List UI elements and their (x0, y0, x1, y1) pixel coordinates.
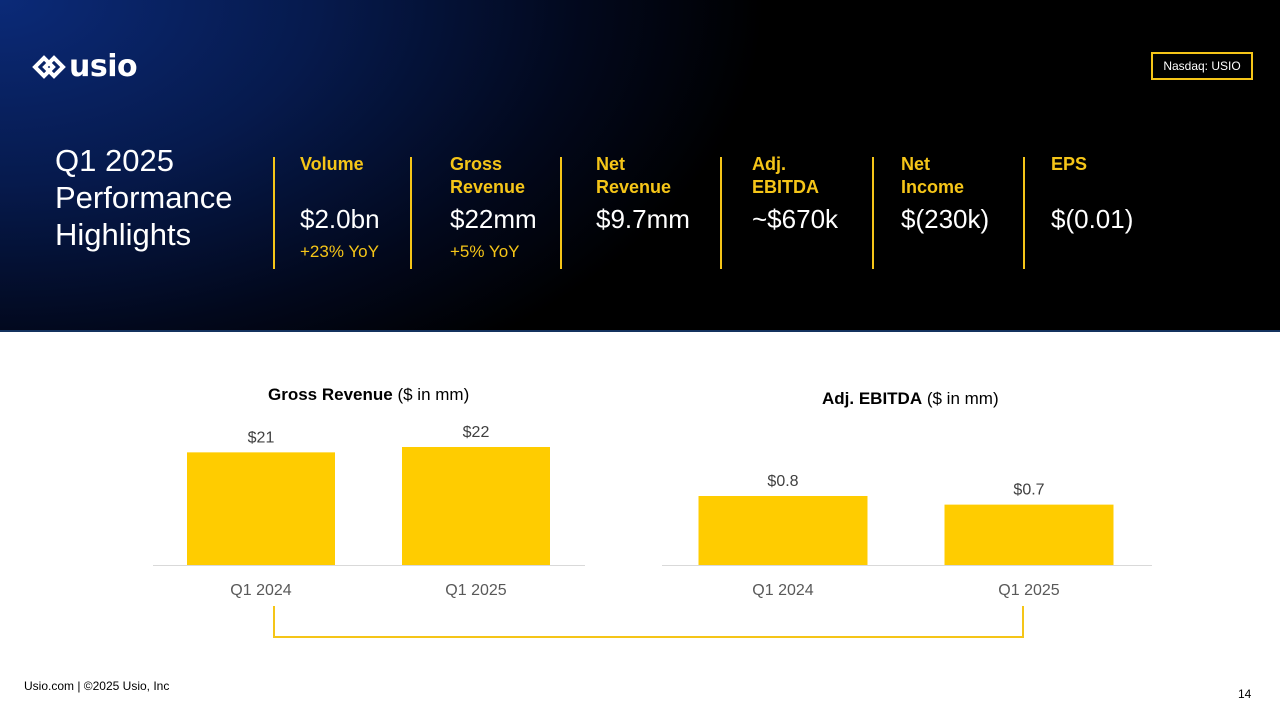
bar-q1-2024 (187, 452, 335, 565)
metric-net-income: Net Income $(230k) (901, 153, 989, 242)
metric-label-line: EBITDA (752, 177, 819, 197)
metric-label-line: EPS (1051, 154, 1088, 174)
metric-divider (410, 157, 412, 269)
bar-q1-2025 (402, 447, 550, 565)
bar-value-label: $22 (463, 424, 490, 441)
footer-text: Usio.com | ©2025 Usio, Inc (24, 679, 170, 693)
metric-net-revenue: Net Revenue $9.7mm (596, 153, 690, 242)
metric-divider (273, 157, 275, 269)
bar-value-label: $0.8 (767, 473, 798, 490)
chart-title-unit: ($ in mm) (397, 385, 470, 404)
metric-label-line: Net (901, 154, 931, 174)
metric-divider (872, 157, 874, 269)
metric-gross-revenue: Gross Revenue $22mm +5% YoY (450, 153, 537, 262)
metric-change: +23% YoY (300, 242, 379, 261)
page-title: Q1 2025 Performance Highlights (55, 142, 232, 253)
metric-value: ~$670k (752, 204, 839, 234)
metric-volume: Volume $2.0bn +23% YoY (300, 153, 380, 262)
chart-title-adj-ebitda: Adj. EBITDA ($ in mm) (822, 389, 999, 409)
metric-value: $(0.01) (1051, 204, 1134, 234)
x-tick-label: Q1 2024 (752, 582, 813, 599)
metric-value: $2.0bn (300, 204, 380, 234)
metric-label: EPS (1051, 153, 1133, 199)
metric-label-line: Revenue (596, 177, 672, 197)
bracket-line (273, 606, 275, 638)
metric-change: +5% YoY (450, 242, 520, 261)
metric-divider (720, 157, 722, 269)
bracket-line (273, 636, 1024, 638)
title-line-1: Q1 2025 (55, 143, 174, 178)
metric-value: $9.7mm (596, 204, 690, 234)
bracket-line (1022, 606, 1024, 638)
chart-title-text: Gross Revenue (268, 385, 393, 404)
metric-value: $22mm (450, 204, 537, 234)
metric-label-line: Volume (300, 154, 364, 174)
title-line-3: Highlights (55, 217, 192, 252)
metric-value: $(230k) (901, 204, 990, 234)
header-banner: usio Nasdaq: USIO Q1 2025 Performance Hi… (0, 0, 1280, 332)
metric-label-line: Gross (450, 154, 503, 174)
x-tick-label: Q1 2025 (998, 582, 1059, 599)
metric-label-line: Income (901, 177, 965, 197)
bar-q1-2025 (944, 504, 1114, 565)
metric-label-line: Net (596, 154, 626, 174)
metric-label: Adj. EBITDA (752, 153, 838, 199)
metric-adj-ebitda: Adj. EBITDA ~$670k (752, 153, 838, 242)
usio-logo-icon (32, 55, 66, 79)
page-number: 14 (1238, 687, 1252, 701)
logo-text: usio (69, 49, 138, 84)
metric-label: Net Revenue (596, 153, 690, 199)
bar-q1-2024 (698, 496, 868, 565)
x-tick-label: Q1 2024 (230, 582, 291, 599)
chart-title-unit: ($ in mm) (926, 389, 999, 408)
chart-title-text: Adj. EBITDA (822, 389, 923, 408)
metric-label: Net Income (901, 153, 989, 199)
bar-value-label: $21 (248, 429, 275, 446)
title-line-2: Performance (55, 180, 233, 215)
bar-value-label: $0.7 (1013, 482, 1044, 499)
chart-title-gross-revenue: Gross Revenue ($ in mm) (268, 385, 469, 405)
metric-eps: EPS $(0.01) (1051, 153, 1133, 242)
ticker-badge: Nasdaq: USIO (1151, 52, 1253, 80)
metric-divider (1023, 157, 1025, 269)
metric-label-line: Adj. (752, 154, 786, 174)
usio-logo[interactable]: usio (32, 49, 138, 84)
x-tick-label: Q1 2025 (445, 582, 506, 599)
metric-divider (560, 157, 562, 269)
metric-label: Volume (300, 153, 380, 199)
metric-label-line: Revenue (450, 177, 526, 197)
metric-label: Gross Revenue (450, 153, 537, 199)
